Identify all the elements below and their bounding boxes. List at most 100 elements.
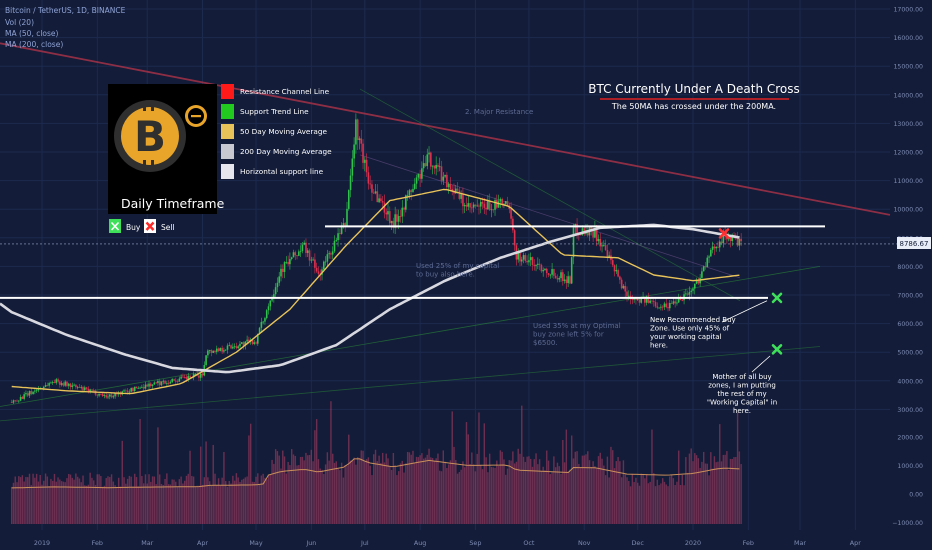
candle-body[interactable]	[474, 204, 477, 207]
candle-body[interactable]	[620, 279, 623, 289]
candle-body[interactable]	[738, 238, 741, 246]
candle-body[interactable]	[260, 321, 263, 328]
candle-body[interactable]	[267, 306, 270, 311]
candle-body[interactable]	[35, 390, 38, 392]
candle-body[interactable]	[333, 240, 336, 252]
buy-marker-icon[interactable]	[771, 344, 783, 355]
candle-body[interactable]	[413, 183, 416, 189]
channel-line[interactable]	[359, 88, 741, 302]
candle-body[interactable]	[381, 201, 384, 203]
candle-body[interactable]	[538, 263, 541, 265]
candle-body[interactable]	[424, 163, 427, 167]
candle-body[interactable]	[280, 268, 282, 277]
indicator-vol[interactable]: Vol (20)	[5, 18, 34, 27]
candle-body[interactable]	[438, 166, 441, 168]
candle-body[interactable]	[301, 244, 304, 251]
candle-body[interactable]	[636, 299, 639, 300]
candle-body[interactable]	[440, 166, 443, 181]
candle-body[interactable]	[579, 234, 582, 236]
candle-body[interactable]	[690, 290, 693, 292]
candle-body[interactable]	[116, 393, 118, 395]
candle-body[interactable]	[60, 383, 63, 385]
candle-body[interactable]	[367, 172, 370, 184]
candle-body[interactable]	[283, 262, 286, 272]
candle-body[interactable]	[232, 346, 234, 349]
candle-body[interactable]	[388, 211, 391, 224]
candle-body[interactable]	[506, 201, 509, 206]
candle-body[interactable]	[565, 279, 568, 284]
candle-body[interactable]	[208, 350, 211, 351]
candle-body[interactable]	[176, 381, 179, 382]
candle-body[interactable]	[240, 342, 243, 344]
candle-body[interactable]	[285, 261, 288, 263]
candle-body[interactable]	[599, 238, 602, 247]
candle-body[interactable]	[590, 227, 593, 231]
candle-body[interactable]	[64, 381, 66, 386]
candle-body[interactable]	[342, 223, 345, 226]
candle-body[interactable]	[645, 296, 648, 303]
candle-body[interactable]	[597, 238, 600, 242]
candle-body[interactable]	[298, 251, 300, 256]
indicator-ma50[interactable]: MA (50, close)	[5, 29, 59, 38]
candle-body[interactable]	[372, 192, 375, 194]
candle-body[interactable]	[317, 271, 320, 274]
candle-body[interactable]	[715, 246, 717, 249]
candle-body[interactable]	[228, 345, 231, 347]
candle-body[interactable]	[330, 253, 332, 255]
resistance-channel-line[interactable]	[0, 42, 891, 216]
candle-body[interactable]	[711, 246, 714, 250]
candle-body[interactable]	[34, 390, 36, 392]
candle-body[interactable]	[608, 255, 610, 258]
candle-body[interactable]	[244, 341, 247, 346]
candle-body[interactable]	[10, 402, 13, 404]
candle-body[interactable]	[210, 350, 213, 353]
candle-body[interactable]	[137, 388, 140, 389]
candle-body[interactable]	[158, 381, 161, 386]
candle-body[interactable]	[258, 327, 261, 334]
candle-body[interactable]	[669, 302, 671, 309]
candle-body[interactable]	[85, 387, 88, 389]
candle-body[interactable]	[622, 285, 625, 289]
candle-body[interactable]	[431, 165, 434, 167]
candle-body[interactable]	[237, 346, 239, 349]
candle-body[interactable]	[162, 380, 165, 382]
candle-body[interactable]	[444, 174, 446, 177]
candle-body[interactable]	[299, 250, 302, 252]
candle-body[interactable]	[30, 391, 33, 395]
candle-body[interactable]	[92, 390, 95, 392]
candle-body[interactable]	[487, 200, 489, 210]
candle-body[interactable]	[144, 384, 147, 389]
candle-body[interactable]	[658, 307, 660, 309]
candle-body[interactable]	[289, 259, 291, 265]
candle-body[interactable]	[274, 287, 277, 295]
candle-body[interactable]	[569, 276, 571, 284]
candle-body[interactable]	[141, 386, 143, 388]
candle-body[interactable]	[672, 301, 675, 304]
candle-body[interactable]	[403, 207, 405, 210]
candle-body[interactable]	[722, 230, 725, 244]
candle-body[interactable]	[44, 385, 47, 387]
candle-body[interactable]	[660, 306, 662, 308]
sell-marker-icon[interactable]	[718, 228, 730, 239]
candle-body[interactable]	[125, 390, 127, 392]
candle-body[interactable]	[556, 277, 559, 280]
candle-body[interactable]	[18, 400, 20, 402]
candle-body[interactable]	[217, 348, 220, 351]
candle-body[interactable]	[390, 220, 393, 224]
candle-body[interactable]	[312, 259, 314, 261]
candle-body[interactable]	[640, 297, 643, 303]
candle-body[interactable]	[533, 264, 536, 266]
candle-body[interactable]	[535, 264, 537, 266]
candle-body[interactable]	[467, 203, 470, 207]
candle-body[interactable]	[276, 282, 279, 288]
candle-body[interactable]	[257, 333, 259, 344]
candle-body[interactable]	[183, 377, 186, 378]
candle-body[interactable]	[471, 207, 473, 209]
candle-body[interactable]	[308, 250, 311, 261]
candle-body[interactable]	[586, 230, 589, 236]
candle-body[interactable]	[326, 254, 329, 262]
candle-body[interactable]	[340, 225, 343, 234]
candle-body[interactable]	[32, 391, 34, 395]
candle-body[interactable]	[490, 209, 493, 211]
